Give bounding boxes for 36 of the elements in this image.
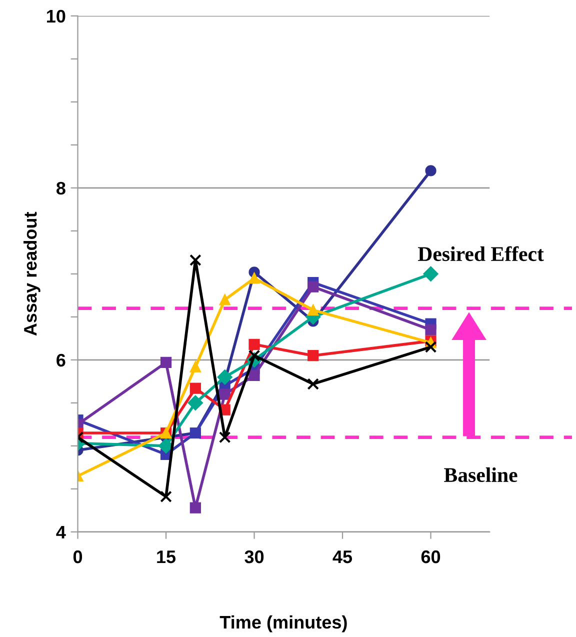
x-tick-label: 60 [421,550,440,564]
point [424,341,437,353]
ref-line-label: Baseline [444,467,518,482]
point [160,356,172,368]
x-tick-label: 15 [157,550,176,564]
x-axis-title: Time (minutes) [220,615,347,632]
point [190,382,201,394]
point [308,281,319,292]
point [219,294,230,306]
point [217,370,232,385]
x-tick-label: 0 [73,550,82,564]
x-tick-label: 45 [332,550,352,564]
y-tick-label: 4 [56,526,66,538]
point [190,361,201,372]
point [248,338,260,350]
point [307,378,320,390]
y-tick-label: 6 [56,354,66,367]
point [219,388,230,400]
point [425,324,436,336]
point [188,395,203,410]
x-tick-label: 30 [244,550,264,564]
point [190,502,201,514]
point [425,165,436,176]
y-tick-label: 8 [56,182,66,195]
point [308,304,319,316]
point [160,490,172,503]
point [248,272,260,284]
point [248,370,260,381]
point [158,438,174,454]
y-tick-label: 10 [47,10,66,23]
point [190,254,202,266]
ref-line-label: Desired Effect [418,246,544,262]
y-axis-title: Assay readout [23,212,40,336]
point [218,431,231,444]
point [423,266,438,282]
point [308,350,319,362]
